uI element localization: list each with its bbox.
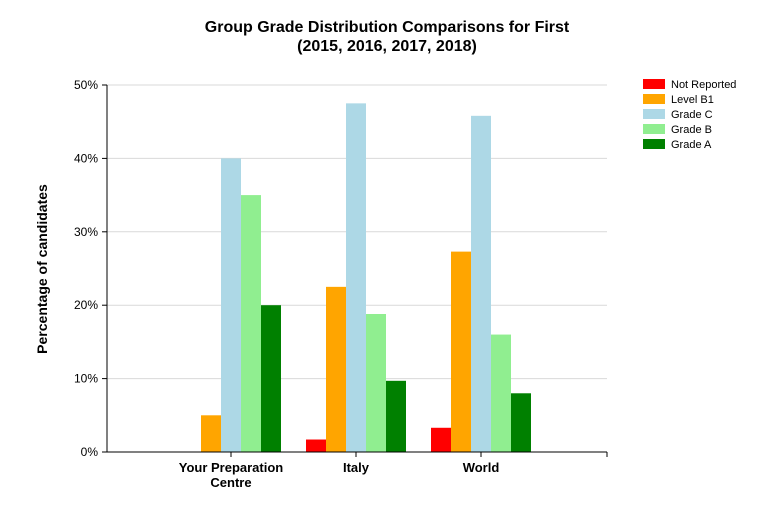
legend: Not Reported Level B1 Grade C Grade B Grade … [643, 79, 736, 151]
y-tick-label: 30% [74, 225, 98, 239]
legend-label: Level B1 [671, 94, 714, 106]
x-tick-label: Italy [343, 460, 370, 475]
legend-label: Not Reported [671, 79, 736, 91]
legend-swatch [643, 109, 665, 119]
y-axis-label: Percentage of candidates [34, 184, 50, 354]
legend-swatch [643, 124, 665, 134]
legend-swatch [643, 79, 665, 89]
bar-grade-a [386, 380, 406, 452]
bar-not-reported [306, 439, 326, 452]
bar-level-b1 [201, 415, 221, 452]
y-tick-label: 0% [81, 445, 99, 459]
bar-grade-c [471, 115, 491, 452]
bar-level-b1 [451, 251, 471, 452]
bar-grade-b [366, 314, 386, 452]
legend-label: Grade C [671, 109, 713, 121]
x-tick-label: Your Preparation Centre [179, 460, 284, 490]
legend-swatch [643, 139, 665, 149]
bar-grade-a [511, 393, 531, 452]
y-tick-label: 20% [74, 298, 98, 312]
x-tick-label: World [463, 460, 500, 475]
chart-title: Group Grade Distribution Comparisons for… [205, 19, 570, 36]
bar-grade-b [491, 334, 511, 452]
y-tick-label: 10% [74, 372, 98, 386]
bar-grade-c [221, 158, 241, 452]
legend-label: Grade A [671, 139, 712, 151]
legend-swatch [643, 94, 665, 104]
bar-grade-a [261, 305, 281, 452]
legend-label: Grade B [671, 124, 712, 136]
axes: 0% 10% 20% 30% 40% 50% Your Preparation Centre I… [74, 78, 608, 490]
bar-level-b1 [326, 286, 346, 452]
bar-grade-c [346, 103, 366, 452]
bar-grade-b [241, 195, 261, 452]
bars [201, 103, 531, 452]
bar-not-reported [431, 427, 451, 452]
y-tick-label: 40% [74, 151, 98, 165]
y-tick-label: 50% [74, 78, 98, 92]
chart-subtitle: (2015, 2016, 2017, 2018) [297, 38, 477, 55]
